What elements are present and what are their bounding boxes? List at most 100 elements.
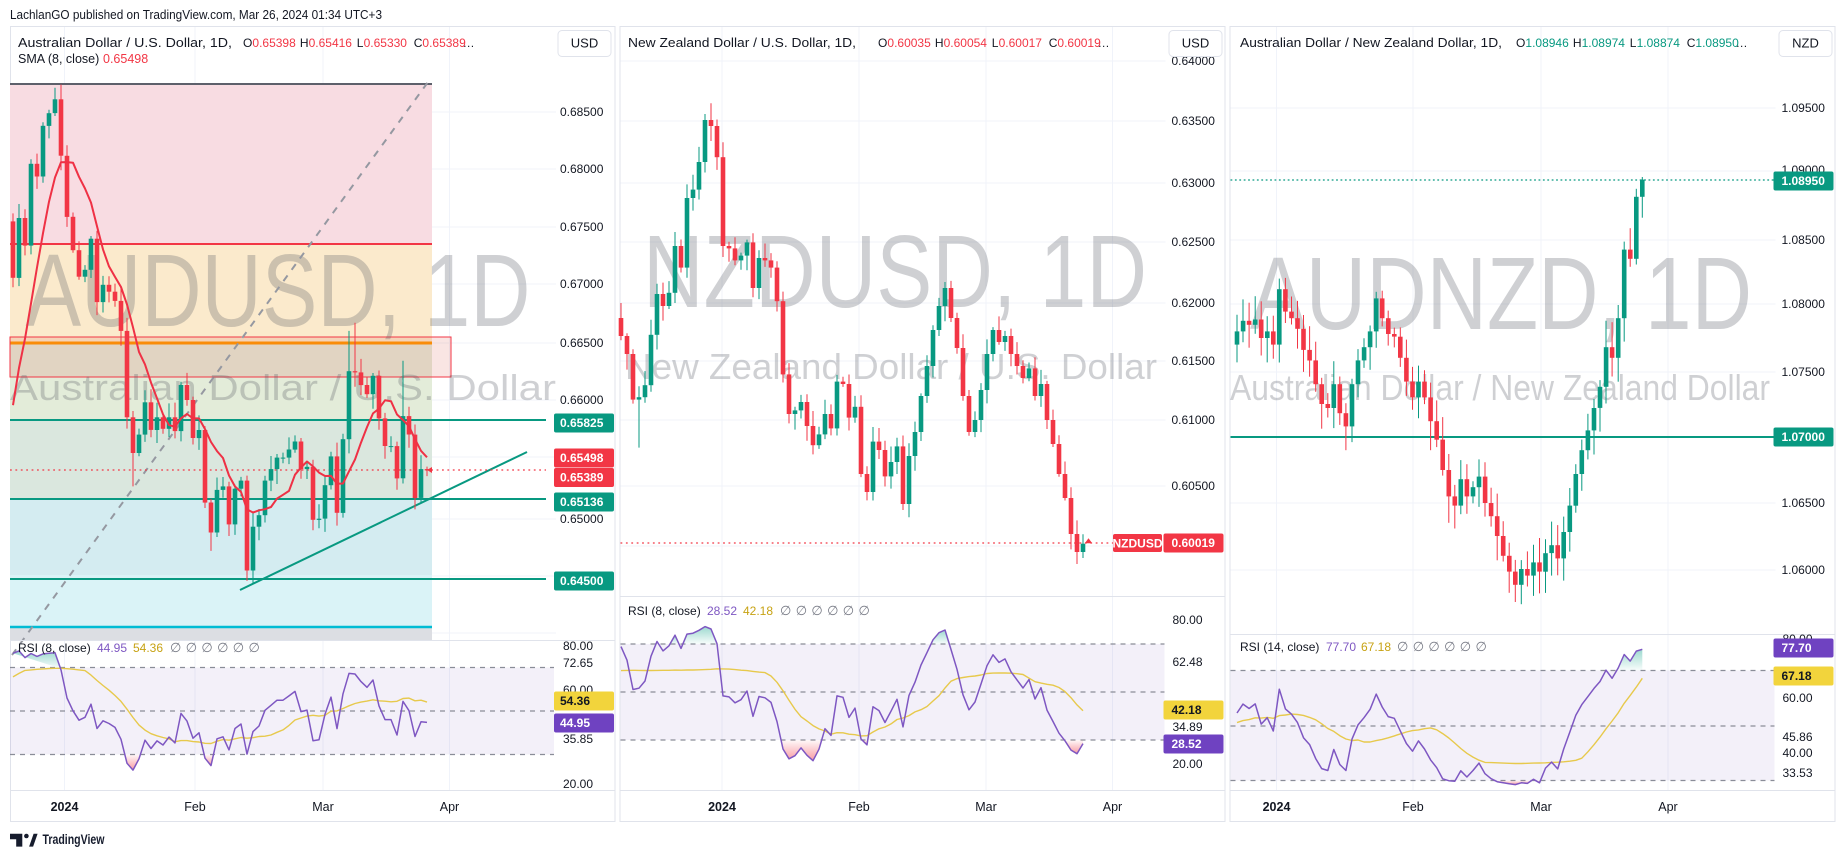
svg-text:1.07500: 1.07500 bbox=[1782, 365, 1826, 379]
svg-text:O: O bbox=[878, 36, 887, 50]
svg-text:0.65398: 0.65398 bbox=[252, 36, 296, 50]
svg-text:2024: 2024 bbox=[1263, 800, 1291, 814]
svg-text:∅: ∅ bbox=[859, 603, 870, 618]
svg-text:0.60035: 0.60035 bbox=[887, 36, 931, 50]
svg-text:Apr: Apr bbox=[1103, 800, 1122, 814]
svg-text:LachlanGO published on Trading: LachlanGO published on TradingView.com, … bbox=[10, 8, 382, 22]
svg-text:∅: ∅ bbox=[780, 603, 791, 618]
svg-text:Apr: Apr bbox=[440, 800, 459, 814]
svg-text:∅: ∅ bbox=[1444, 639, 1455, 654]
svg-text:80.00: 80.00 bbox=[1173, 613, 1203, 627]
svg-text:Australian Dollar / New Zealan: Australian Dollar / New Zealand Dollar, … bbox=[1240, 36, 1502, 50]
svg-text:28.52: 28.52 bbox=[707, 604, 737, 618]
svg-text:0.65389: 0.65389 bbox=[560, 471, 604, 485]
svg-text:34.89: 34.89 bbox=[1173, 720, 1203, 734]
svg-text:…: … bbox=[1098, 36, 1110, 50]
svg-text:0.60019: 0.60019 bbox=[1057, 36, 1101, 50]
svg-text:∅: ∅ bbox=[1397, 639, 1408, 654]
svg-text:New Zealand Dollar / U.S. Doll: New Zealand Dollar / U.S. Dollar, 1D, bbox=[628, 36, 856, 50]
svg-text:0.65000: 0.65000 bbox=[560, 512, 604, 526]
svg-text:0.60019: 0.60019 bbox=[1172, 536, 1216, 550]
svg-text:77.70: 77.70 bbox=[1326, 640, 1356, 654]
svg-text:Australian Dollar / New Zealan: Australian Dollar / New Zealand Dollar bbox=[1230, 367, 1770, 408]
svg-text:0.64500: 0.64500 bbox=[560, 574, 604, 588]
svg-text:∅: ∅ bbox=[1413, 639, 1424, 654]
svg-text:54.36: 54.36 bbox=[133, 641, 163, 655]
svg-text:1.08946: 1.08946 bbox=[1525, 36, 1569, 50]
svg-text:0.62500: 0.62500 bbox=[1172, 235, 1216, 249]
svg-text:H: H bbox=[300, 36, 309, 50]
svg-text:Mar: Mar bbox=[1530, 800, 1552, 814]
svg-text:∅: ∅ bbox=[1428, 639, 1439, 654]
svg-text:1.08950: 1.08950 bbox=[1695, 36, 1739, 50]
svg-text:45.86: 45.86 bbox=[1783, 730, 1813, 744]
svg-text:∅: ∅ bbox=[201, 640, 212, 655]
svg-text:0.65416: 0.65416 bbox=[309, 36, 353, 50]
svg-text:NZD: NZD bbox=[1792, 36, 1819, 51]
svg-text:0.60017: 0.60017 bbox=[999, 36, 1043, 50]
svg-text:1.08874: 1.08874 bbox=[1637, 36, 1681, 50]
svg-text:Feb: Feb bbox=[1402, 800, 1424, 814]
svg-text:0.65330: 0.65330 bbox=[364, 36, 408, 50]
svg-text:0.68500: 0.68500 bbox=[560, 105, 604, 119]
svg-text:SMA (8, close): SMA (8, close) bbox=[18, 52, 99, 66]
svg-text:1.08950: 1.08950 bbox=[1782, 174, 1826, 188]
svg-text:33.53: 33.53 bbox=[1783, 766, 1813, 780]
svg-text:62.48: 62.48 bbox=[1173, 655, 1203, 669]
svg-text:∅: ∅ bbox=[186, 640, 197, 655]
svg-text:1.09500: 1.09500 bbox=[1782, 101, 1826, 115]
svg-text:20.00: 20.00 bbox=[563, 777, 593, 791]
svg-text:35.85: 35.85 bbox=[563, 732, 593, 746]
svg-text:RSI (8, close): RSI (8, close) bbox=[18, 641, 91, 655]
svg-text:1.07000: 1.07000 bbox=[1782, 430, 1826, 444]
svg-text:0.60500: 0.60500 bbox=[1172, 479, 1216, 493]
svg-text:∅: ∅ bbox=[233, 640, 244, 655]
svg-text:40.00: 40.00 bbox=[1783, 746, 1813, 760]
svg-text:∅: ∅ bbox=[170, 640, 181, 655]
svg-text:1.08500: 1.08500 bbox=[1782, 233, 1826, 247]
svg-text:∅: ∅ bbox=[811, 603, 822, 618]
svg-text:0.60054: 0.60054 bbox=[944, 36, 988, 50]
svg-text:Apr: Apr bbox=[1658, 800, 1677, 814]
svg-text:67.18: 67.18 bbox=[1782, 669, 1812, 683]
svg-text:0.61000: 0.61000 bbox=[1172, 413, 1216, 427]
svg-text:∅: ∅ bbox=[1460, 639, 1471, 654]
svg-text:0.65825: 0.65825 bbox=[560, 416, 604, 430]
svg-text:80.00: 80.00 bbox=[563, 639, 593, 653]
svg-text:…: … bbox=[463, 36, 475, 50]
svg-text:44.95: 44.95 bbox=[560, 716, 590, 730]
svg-text:NZDUSD: NZDUSD bbox=[1113, 537, 1163, 551]
svg-text:1.06500: 1.06500 bbox=[1782, 496, 1826, 510]
svg-text:44.95: 44.95 bbox=[97, 641, 127, 655]
svg-text:1.08974: 1.08974 bbox=[1582, 36, 1626, 50]
svg-text:∅: ∅ bbox=[217, 640, 228, 655]
svg-text:0.61500: 0.61500 bbox=[1172, 354, 1216, 368]
svg-text:0.63500: 0.63500 bbox=[1172, 114, 1216, 128]
svg-text:∅: ∅ bbox=[1476, 639, 1487, 654]
svg-text:0.67500: 0.67500 bbox=[560, 220, 604, 234]
svg-text:New Zealand Dollar / U.S. Doll: New Zealand Dollar / U.S. Dollar bbox=[625, 346, 1157, 387]
svg-text:0.67000: 0.67000 bbox=[560, 277, 604, 291]
svg-text:O: O bbox=[1516, 36, 1525, 50]
svg-text:0.62000: 0.62000 bbox=[1172, 296, 1216, 310]
svg-text:H: H bbox=[1573, 36, 1582, 50]
svg-text:…: … bbox=[1736, 36, 1748, 50]
svg-text:1.06000: 1.06000 bbox=[1782, 563, 1826, 577]
svg-text:H: H bbox=[935, 36, 944, 50]
svg-text:C: C bbox=[1687, 36, 1696, 50]
svg-text:Feb: Feb bbox=[848, 800, 870, 814]
svg-text:C: C bbox=[1049, 36, 1058, 50]
svg-text:USD: USD bbox=[1182, 36, 1209, 51]
svg-text:RSI (14, close): RSI (14, close) bbox=[1240, 640, 1319, 654]
svg-text:0.65498: 0.65498 bbox=[103, 52, 148, 66]
svg-text:∅: ∅ bbox=[827, 603, 838, 618]
svg-text:42.18: 42.18 bbox=[1172, 703, 1202, 717]
svg-text:Australian Dollar / U.S. Dolla: Australian Dollar / U.S. Dollar, 1D, bbox=[18, 36, 232, 50]
svg-text:77.70: 77.70 bbox=[1782, 641, 1812, 655]
svg-text:1.08000: 1.08000 bbox=[1782, 297, 1826, 311]
svg-text:USD: USD bbox=[571, 36, 598, 51]
svg-text:Australian Dollar / U.S. Dolla: Australian Dollar / U.S. Dollar bbox=[10, 367, 556, 408]
svg-text:RSI (8, close): RSI (8, close) bbox=[628, 604, 701, 618]
svg-text:72.65: 72.65 bbox=[563, 656, 593, 670]
svg-text:20.00: 20.00 bbox=[1173, 757, 1203, 771]
